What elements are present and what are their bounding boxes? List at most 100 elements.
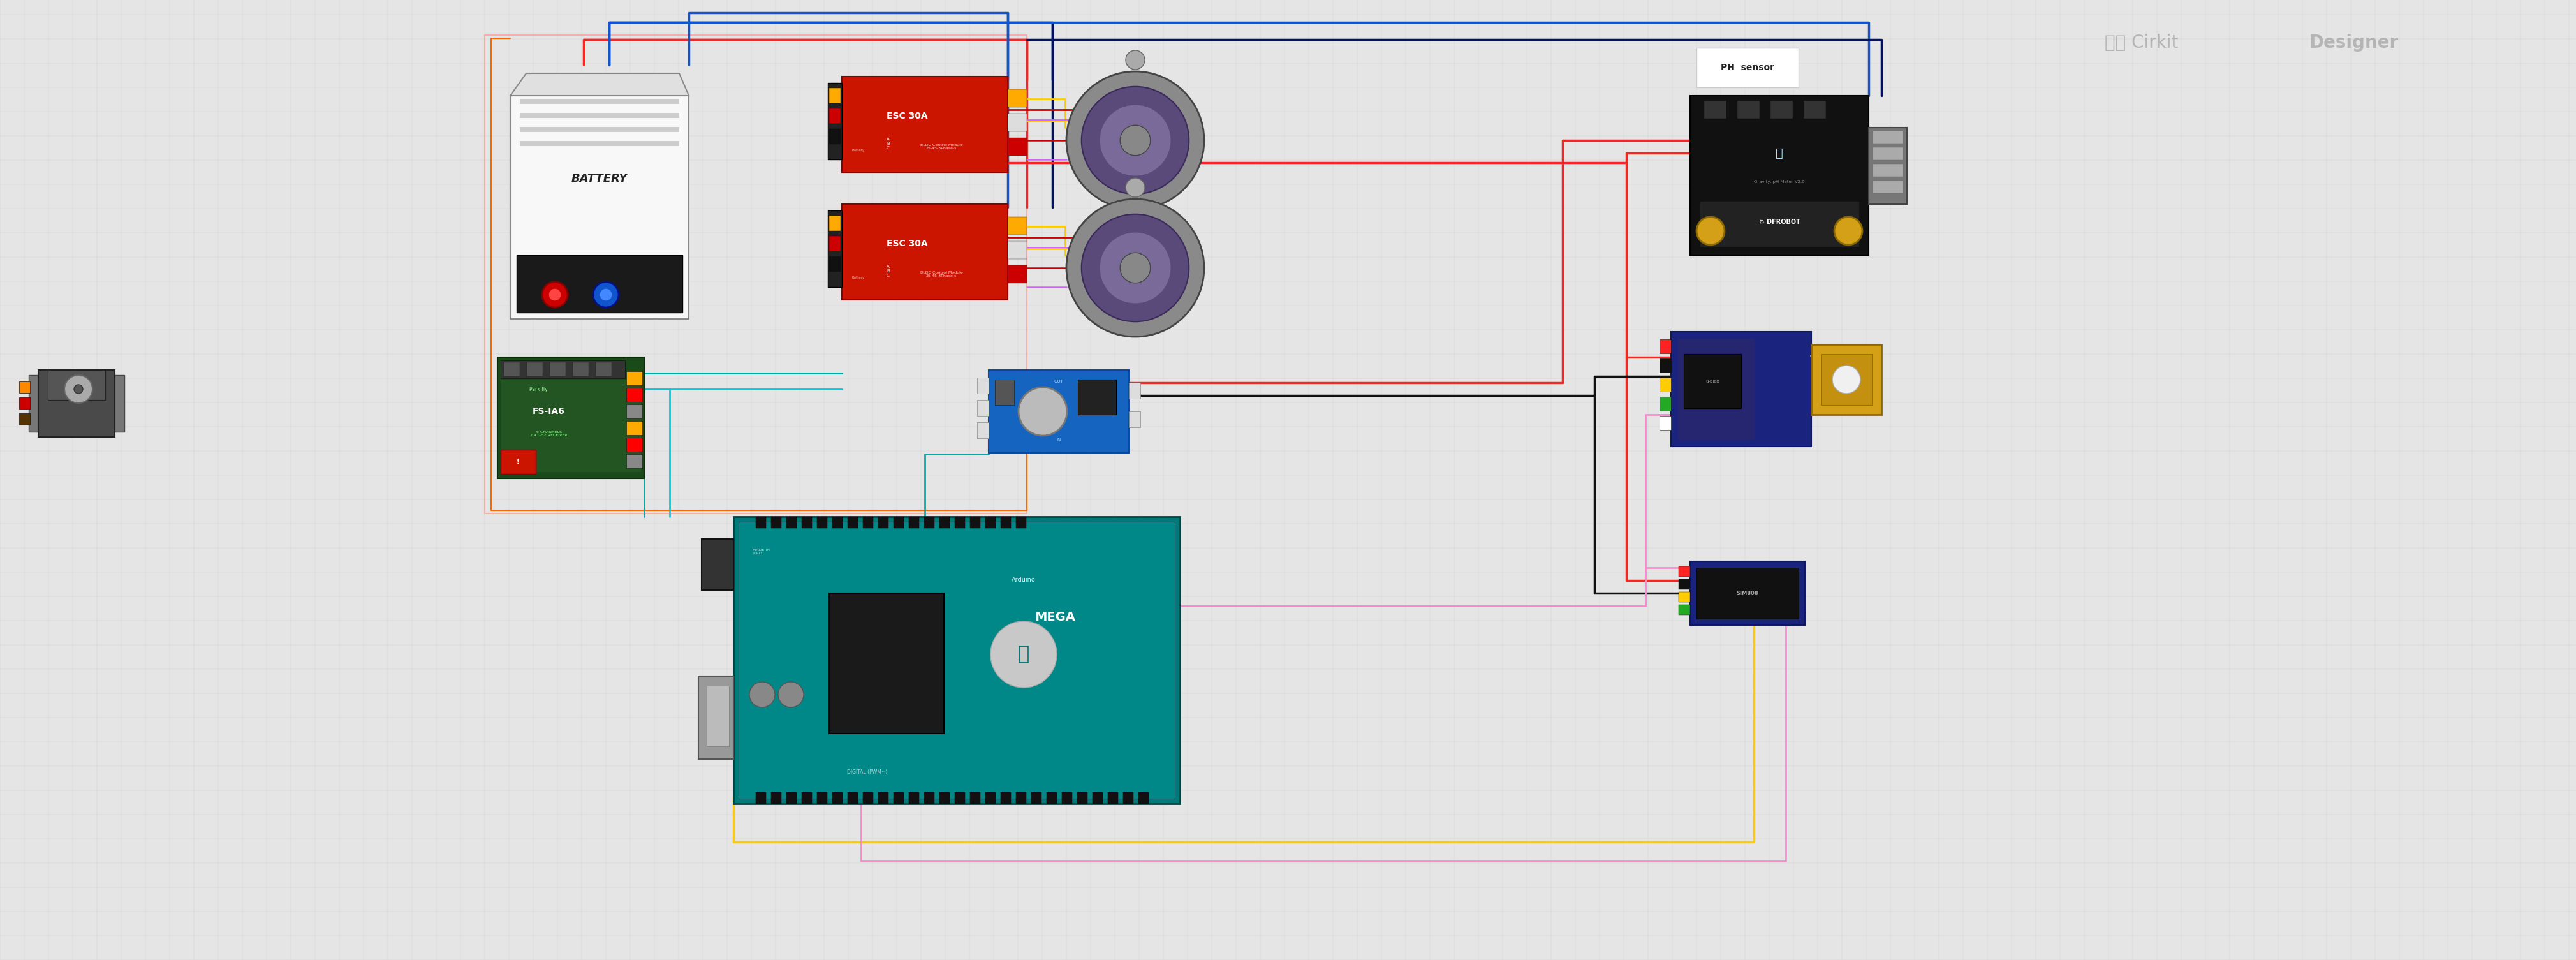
Bar	[1803, 101, 1826, 119]
Bar	[1873, 147, 1904, 160]
Bar	[1030, 792, 1041, 804]
Bar	[999, 516, 1010, 528]
Bar	[829, 88, 840, 104]
Bar	[49, 370, 106, 400]
Bar	[520, 99, 680, 104]
Text: PH  sensor: PH sensor	[1721, 63, 1775, 72]
Bar	[1873, 180, 1904, 193]
Bar	[832, 792, 842, 804]
Bar	[832, 516, 842, 528]
Circle shape	[1100, 105, 1172, 176]
Text: DIGITAL (PWM~): DIGITAL (PWM~)	[848, 769, 889, 775]
Text: ⓐ: ⓐ	[1018, 645, 1030, 663]
Bar	[801, 516, 811, 528]
Bar	[28, 375, 44, 432]
Circle shape	[549, 288, 562, 301]
Bar	[1698, 48, 1798, 87]
Bar	[1077, 792, 1087, 804]
Bar	[698, 676, 734, 759]
Bar	[1015, 516, 1025, 528]
Bar	[701, 539, 734, 590]
Circle shape	[1066, 71, 1203, 209]
Text: Park fly: Park fly	[528, 386, 549, 392]
Bar	[111, 375, 124, 432]
Bar	[626, 404, 641, 419]
Bar	[1705, 101, 1726, 119]
Bar	[595, 362, 611, 376]
Bar	[1139, 792, 1149, 804]
Circle shape	[1082, 214, 1190, 322]
Text: MEGA: MEGA	[1036, 612, 1074, 623]
Bar	[976, 377, 989, 394]
Bar	[829, 108, 840, 124]
Text: Battery: Battery	[853, 276, 866, 279]
Bar	[817, 516, 827, 528]
Bar	[18, 397, 31, 409]
Bar	[500, 379, 641, 472]
Bar	[1698, 567, 1798, 619]
Bar	[1868, 128, 1906, 204]
Bar	[999, 792, 1010, 804]
Circle shape	[75, 385, 82, 394]
Bar	[878, 516, 889, 528]
Bar	[18, 381, 31, 393]
Bar	[1077, 379, 1115, 415]
Bar	[827, 210, 842, 287]
Bar	[1821, 354, 1873, 405]
Bar	[518, 255, 683, 313]
Bar	[1128, 383, 1141, 398]
Bar	[976, 422, 989, 438]
Bar	[817, 792, 827, 804]
Bar	[520, 127, 680, 132]
Bar	[626, 454, 641, 468]
Bar	[1659, 416, 1672, 430]
Bar	[1685, 354, 1741, 408]
Bar	[829, 593, 943, 733]
Bar	[1672, 332, 1811, 446]
Text: Arduino: Arduino	[1012, 577, 1036, 583]
Text: A
B
C: A B C	[886, 265, 889, 277]
Bar	[829, 256, 840, 272]
Bar	[829, 216, 840, 231]
Bar	[1046, 792, 1056, 804]
Text: BLDC Control Module
25-45-3Phase-s: BLDC Control Module 25-45-3Phase-s	[920, 143, 963, 150]
Bar	[842, 77, 1007, 172]
Text: ESC 30A: ESC 30A	[886, 111, 927, 121]
Bar	[1659, 358, 1672, 372]
Bar	[1015, 792, 1025, 804]
Text: Designer: Designer	[2308, 34, 2398, 52]
Bar	[1690, 96, 1868, 255]
Bar	[827, 83, 842, 159]
Bar	[909, 516, 920, 528]
Bar	[1873, 164, 1904, 177]
Bar	[987, 516, 994, 528]
Bar	[1736, 101, 1759, 119]
Bar	[626, 388, 641, 402]
Circle shape	[64, 375, 93, 403]
Bar	[786, 516, 796, 528]
Circle shape	[1121, 252, 1151, 283]
Bar	[1659, 339, 1672, 353]
Bar	[706, 685, 729, 746]
Bar	[1092, 792, 1103, 804]
Polygon shape	[510, 73, 688, 96]
Bar	[770, 516, 781, 528]
Bar	[549, 362, 567, 376]
Circle shape	[1066, 199, 1203, 337]
Circle shape	[1834, 217, 1862, 245]
Bar	[1811, 345, 1880, 415]
Text: SIM808: SIM808	[1736, 590, 1759, 596]
Bar	[734, 516, 1180, 804]
Text: OUT: OUT	[1054, 379, 1064, 383]
Bar	[1007, 113, 1028, 132]
Bar	[1007, 241, 1028, 259]
Bar	[1680, 592, 1690, 602]
Bar	[500, 449, 536, 474]
Text: 💧: 💧	[1775, 147, 1783, 159]
Bar	[510, 96, 688, 319]
Text: !: !	[515, 459, 520, 465]
Text: ⟋⟋ Cirkit: ⟋⟋ Cirkit	[2105, 34, 2184, 52]
Bar	[829, 236, 840, 252]
Text: IN: IN	[1056, 438, 1061, 442]
Bar	[971, 516, 981, 528]
